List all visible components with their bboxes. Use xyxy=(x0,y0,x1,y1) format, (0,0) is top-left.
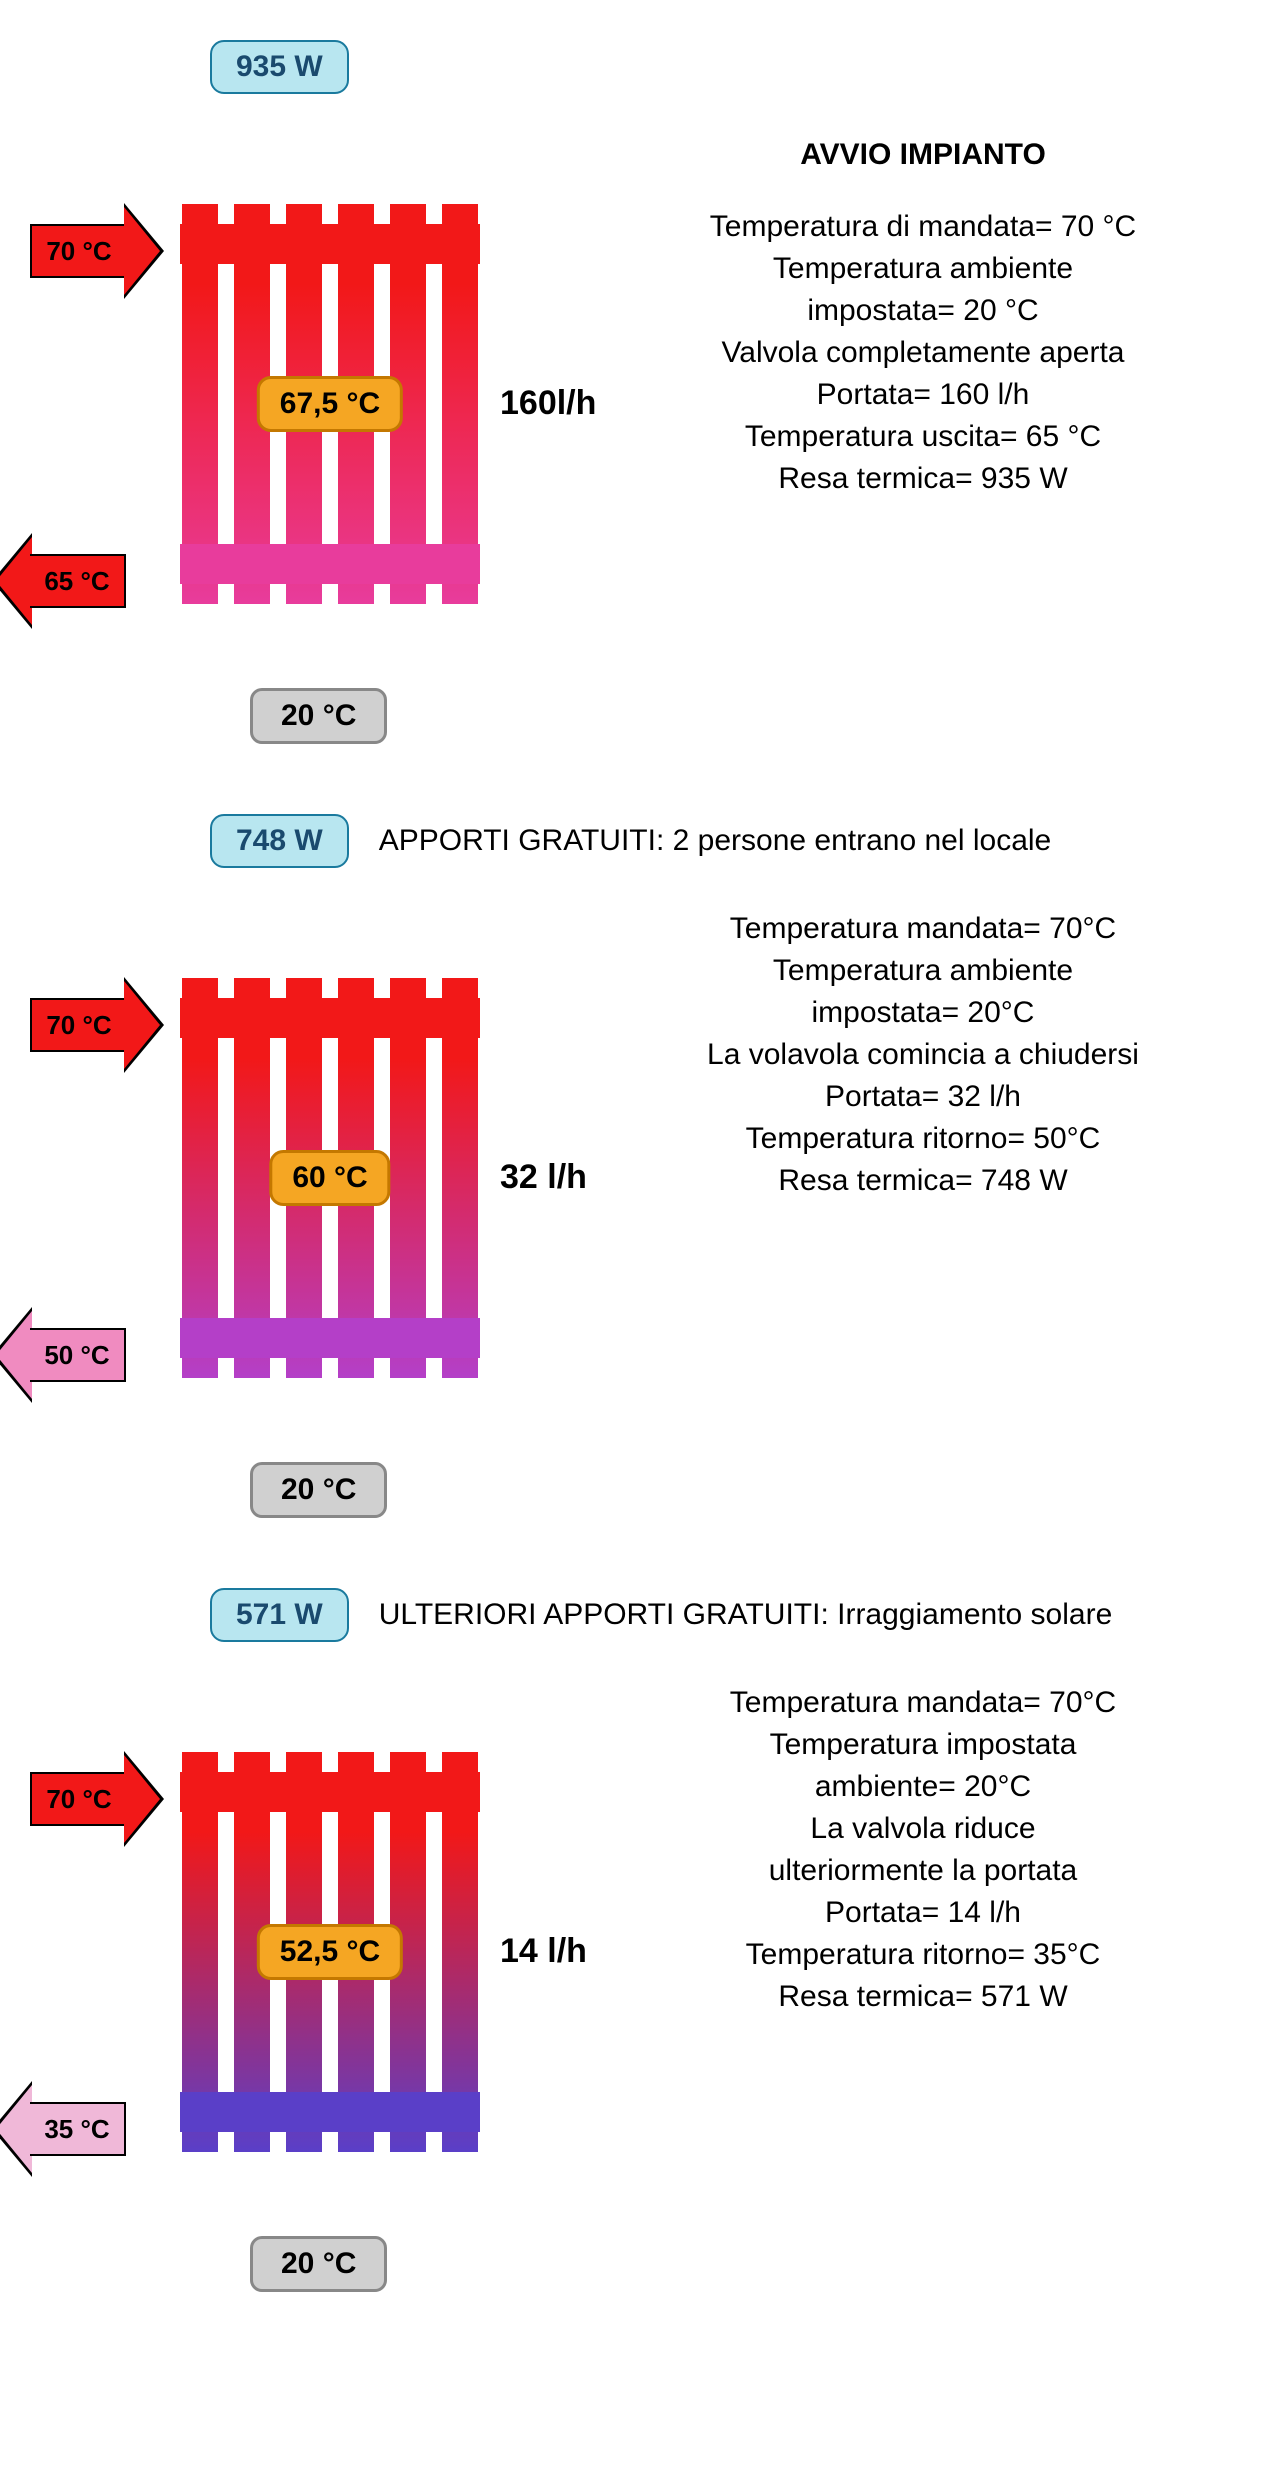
description-line: La volavola comincia a chiudersi xyxy=(590,1034,1256,1076)
radiator: 67,5 °C xyxy=(180,184,480,624)
power-badge: 748 W xyxy=(210,814,349,868)
description-line: ambiente= 20°C xyxy=(590,1766,1256,1808)
power-caption: ULTERIORI APPORTI GRATUITI: Irraggiament… xyxy=(379,1598,1113,1632)
description-line: Valvola completamente aperta xyxy=(590,332,1256,374)
radiator-section: 67,5 °C 70 °C 65 °C 160l/h20 °CAVVIO IMP… xyxy=(30,124,1256,744)
section-title: AVVIO IMPIANTO xyxy=(590,134,1256,176)
arrow-in: 70 °C xyxy=(30,1772,126,1826)
description-line: Temperatura ritorno= 50°C xyxy=(590,1118,1256,1160)
radiator-header xyxy=(180,224,480,264)
power-badge: 935 W xyxy=(210,40,349,94)
temp-out-label: 65 °C xyxy=(44,566,109,597)
temp-out-label: 50 °C xyxy=(44,1340,109,1371)
arrow-out: 50 °C xyxy=(30,1328,126,1382)
temp-in-label: 70 °C xyxy=(46,236,111,267)
description-line: Portata= 32 l/h xyxy=(590,1076,1256,1118)
diagram: 52,5 °C 70 °C 35 °C 14 l/h20 °C xyxy=(30,1672,550,2292)
center-temp-badge: 67,5 °C xyxy=(257,376,403,432)
description-line: Resa termica= 748 W xyxy=(590,1160,1256,1202)
power-row: 748 W APPORTI GRATUITI: 2 persone entrano… xyxy=(30,814,1256,868)
power-caption: APPORTI GRATUITI: 2 persone entrano nel … xyxy=(379,824,1052,858)
description-line: Portata= 160 l/h xyxy=(590,374,1256,416)
radiator-footer xyxy=(180,2092,480,2132)
description-line: impostata= 20°C xyxy=(590,992,1256,1034)
radiator-header xyxy=(180,1772,480,1812)
description: AVVIO IMPIANTO Temperatura di mandata= 70… xyxy=(590,124,1256,500)
ambient-badge: 20 °C xyxy=(250,2236,387,2292)
description-line: Temperatura ambiente xyxy=(590,248,1256,290)
description-line: Temperatura uscita= 65 °C xyxy=(590,416,1256,458)
flow-label: 14 l/h xyxy=(500,1932,587,1971)
power-badge: 571 W xyxy=(210,1588,349,1642)
diagram: 67,5 °C 70 °C 65 °C 160l/h20 °C xyxy=(30,124,550,744)
power-row: 935 W xyxy=(30,40,1256,94)
description-line: impostata= 20 °C xyxy=(590,290,1256,332)
description-line: Temperatura mandata= 70°C xyxy=(590,1682,1256,1724)
temp-in-label: 70 °C xyxy=(46,1010,111,1041)
description-line: La valvola riduce xyxy=(590,1808,1256,1850)
description-line: Resa termica= 935 W xyxy=(590,458,1256,500)
description-line: Portata= 14 l/h xyxy=(590,1892,1256,1934)
radiator-footer xyxy=(180,544,480,584)
center-temp-badge: 52,5 °C xyxy=(257,1924,403,1980)
flow-label: 160l/h xyxy=(500,384,596,423)
radiator: 60 °C xyxy=(180,958,480,1398)
arrow-out: 65 °C xyxy=(30,554,126,608)
flow-label: 32 l/h xyxy=(500,1158,587,1197)
diagram: 60 °C 70 °C 50 °C 32 l/h20 °C xyxy=(30,898,550,1518)
description-line: Temperatura ritorno= 35°C xyxy=(590,1934,1256,1976)
arrow-out: 35 °C xyxy=(30,2102,126,2156)
power-row: 571 W ULTERIORI APPORTI GRATUITI: Irraggi… xyxy=(30,1588,1256,1642)
radiator-section: 60 °C 70 °C 50 °C 32 l/h20 °CTemperatura… xyxy=(30,898,1256,1518)
description-line: Temperatura ambiente xyxy=(590,950,1256,992)
center-temp-badge: 60 °C xyxy=(269,1150,390,1206)
description-line: Temperatura mandata= 70°C xyxy=(590,908,1256,950)
ambient-badge: 20 °C xyxy=(250,688,387,744)
radiator-footer xyxy=(180,1318,480,1358)
temp-out-label: 35 °C xyxy=(44,2114,109,2145)
radiator-header xyxy=(180,998,480,1038)
description-line: Temperatura impostata xyxy=(590,1724,1256,1766)
arrow-in: 70 °C xyxy=(30,998,126,1052)
description-line: Temperatura di mandata= 70 °C xyxy=(590,206,1256,248)
radiator: 52,5 °C xyxy=(180,1732,480,2172)
description: Temperatura mandata= 70°CTemperatura amb… xyxy=(590,898,1256,1202)
description-line: Resa termica= 571 W xyxy=(590,1976,1256,2018)
description-line: ulteriormente la portata xyxy=(590,1850,1256,1892)
ambient-badge: 20 °C xyxy=(250,1462,387,1518)
arrow-in: 70 °C xyxy=(30,224,126,278)
temp-in-label: 70 °C xyxy=(46,1784,111,1815)
description: Temperatura mandata= 70°CTemperatura imp… xyxy=(590,1672,1256,2018)
radiator-section: 52,5 °C 70 °C 35 °C 14 l/h20 °CTemperatu… xyxy=(30,1672,1256,2292)
